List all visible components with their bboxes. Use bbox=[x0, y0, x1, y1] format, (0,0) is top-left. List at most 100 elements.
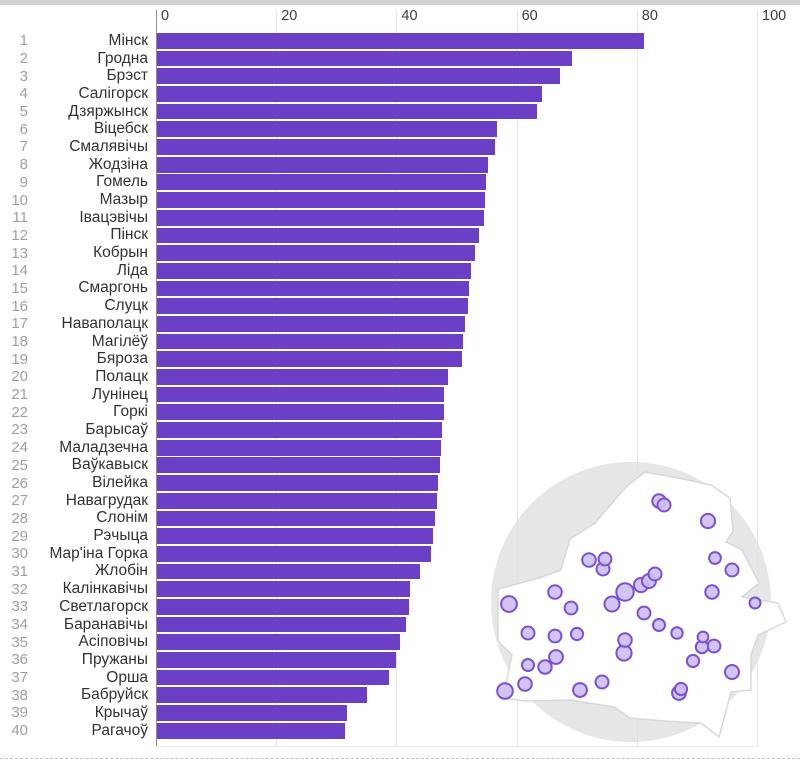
city-marker-Брэст[interactable] bbox=[496, 682, 514, 700]
city-marker-Баранавічы[interactable] bbox=[569, 626, 585, 642]
city-label: Навагрудак bbox=[65, 491, 148, 509]
bar-Крычаў[interactable] bbox=[157, 705, 347, 721]
bar-Маладзечна[interactable] bbox=[157, 439, 441, 456]
bar-Гомель[interactable] bbox=[157, 174, 487, 191]
rank-label: 32 bbox=[11, 580, 28, 598]
bar-Слуцк[interactable] bbox=[157, 298, 469, 315]
city-marker-Магілёў[interactable] bbox=[704, 584, 720, 600]
city-marker-Бяроза[interactable] bbox=[537, 659, 553, 675]
gridline-80 bbox=[636, 10, 638, 746]
bar-Жлобін[interactable] bbox=[157, 563, 420, 580]
bar-Баранавічы[interactable] bbox=[157, 616, 406, 633]
city-marker-Гомель[interactable] bbox=[724, 664, 740, 680]
bar-Калінкавічы[interactable] bbox=[157, 581, 411, 598]
city-marker-Слонім[interactable] bbox=[547, 628, 563, 644]
city-label: Івацэвічы bbox=[79, 208, 148, 226]
city-label: Вілейка bbox=[92, 474, 148, 492]
bar-Лунінец[interactable] bbox=[157, 386, 445, 403]
bar-Ваўкавыск[interactable] bbox=[157, 457, 441, 474]
city-marker-Смаргонь[interactable] bbox=[581, 552, 597, 568]
rank-label: 27 bbox=[11, 492, 28, 510]
city-marker-Асіповічы[interactable] bbox=[652, 618, 666, 632]
city-marker-Пінск[interactable] bbox=[572, 682, 588, 698]
city-label: Барысаў bbox=[85, 420, 148, 438]
city-marker-Горкі[interactable] bbox=[724, 562, 740, 578]
bar-row-24: 24 Маладзечна bbox=[0, 439, 800, 457]
city-marker-Мінск[interactable] bbox=[615, 582, 635, 602]
bar-Навагрудак[interactable] bbox=[157, 492, 438, 509]
bar-Вілейка[interactable] bbox=[157, 475, 439, 491]
rank-label: 11 bbox=[12, 209, 28, 227]
city-marker-Слуцк[interactable] bbox=[617, 632, 633, 648]
city-marker-Кобрын[interactable] bbox=[517, 676, 533, 692]
rank-label: 15 bbox=[11, 279, 28, 297]
city-marker-Мар'іна Горка[interactable] bbox=[636, 605, 652, 621]
bar-Ліда[interactable] bbox=[157, 262, 472, 279]
city-marker-Бабруйск[interactable] bbox=[670, 626, 684, 640]
city-marker-Светлагорск[interactable] bbox=[685, 653, 701, 669]
bar-Гродна[interactable] bbox=[157, 50, 572, 67]
bar-row-31: 31 Жлобін bbox=[0, 562, 800, 581]
bar-Рэчыца[interactable] bbox=[157, 528, 433, 544]
rank-label: 28 bbox=[11, 509, 28, 527]
bar-Слонім[interactable] bbox=[157, 510, 435, 527]
city-label: Мар'іна Горка bbox=[49, 544, 148, 562]
bar-Жодзіна[interactable] bbox=[157, 156, 488, 173]
bar-Смалявічы[interactable] bbox=[157, 139, 496, 155]
bar-Дзяржынск[interactable] bbox=[157, 103, 538, 120]
bar-Магілёў[interactable] bbox=[157, 333, 463, 350]
bar-Рагачоў[interactable] bbox=[157, 722, 346, 739]
city-marker-Калінкавічы[interactable] bbox=[673, 681, 689, 697]
city-marker-Лунінец[interactable] bbox=[594, 674, 610, 690]
bar-Бабруйск[interactable] bbox=[157, 687, 367, 704]
city-marker-Полацк[interactable] bbox=[656, 497, 672, 513]
bar-Пінск[interactable] bbox=[157, 227, 480, 244]
city-label: Слуцк bbox=[104, 297, 148, 315]
bar-Барысаў[interactable] bbox=[157, 422, 442, 438]
bar-Мар'іна Горка[interactable] bbox=[157, 545, 432, 562]
bar-row-4: 4 Салігорск bbox=[0, 85, 800, 103]
city-label: Рэчыца bbox=[93, 527, 148, 545]
city-label: Лунінец bbox=[91, 385, 148, 403]
city-marker-Орша[interactable] bbox=[708, 551, 722, 565]
rank-label: 12 bbox=[11, 226, 28, 244]
bar-Орша[interactable] bbox=[157, 669, 389, 686]
bar-Асіповічы[interactable] bbox=[157, 634, 401, 651]
bar-Светлагорск[interactable] bbox=[157, 598, 410, 615]
city-label: Горкі bbox=[113, 403, 148, 421]
bar-Мінск[interactable] bbox=[157, 32, 644, 49]
bar-Пружаны[interactable] bbox=[157, 652, 396, 668]
bar-row-40: 40 Рагачоў bbox=[0, 722, 800, 740]
bar-Смаргонь[interactable] bbox=[157, 280, 469, 297]
city-marker-Ліда[interactable] bbox=[547, 584, 563, 600]
city-marker-Пружаны[interactable] bbox=[521, 658, 535, 672]
rank-label: 21 bbox=[11, 386, 28, 404]
city-marker-Івацэвічы[interactable] bbox=[548, 649, 564, 665]
bar-Віцебск[interactable] bbox=[157, 121, 498, 138]
city-label: Кобрын bbox=[93, 244, 148, 262]
city-label: Крычаў bbox=[94, 703, 148, 721]
bar-Горкі[interactable] bbox=[157, 404, 444, 421]
bar-Брэст[interactable] bbox=[157, 68, 560, 85]
bar-Мазыр[interactable] bbox=[157, 192, 486, 208]
x-tick-label-60: 60 bbox=[521, 8, 538, 24]
city-marker-Рагачоў[interactable] bbox=[696, 630, 710, 644]
city-marker-Крычаў[interactable] bbox=[748, 596, 762, 610]
city-marker-Ваўкавыск[interactable] bbox=[520, 625, 536, 641]
city-marker-Рэчыца[interactable] bbox=[706, 638, 722, 654]
city-marker-Барысаў[interactable] bbox=[647, 566, 663, 582]
rank-label: 4 bbox=[19, 85, 28, 103]
bar-Бяроза[interactable] bbox=[157, 351, 462, 368]
city-marker-Дзяржынск[interactable] bbox=[603, 595, 621, 613]
city-marker-Навагрудак[interactable] bbox=[563, 600, 579, 616]
city-marker-Гродна[interactable] bbox=[500, 595, 518, 613]
city-marker-Віцебск[interactable] bbox=[699, 512, 717, 530]
bar-row-30: 30 Мар'іна Горка bbox=[0, 545, 800, 563]
bar-Наваполацк[interactable] bbox=[157, 315, 466, 332]
bar-Кобрын[interactable] bbox=[157, 245, 475, 261]
bar-Полацк[interactable] bbox=[157, 369, 448, 385]
bar-row-27: 27 Навагрудак bbox=[0, 492, 800, 510]
bar-Салігорск[interactable] bbox=[157, 86, 542, 102]
bar-Івацэвічы[interactable] bbox=[157, 209, 484, 226]
city-marker-Вілейка[interactable] bbox=[597, 551, 613, 567]
